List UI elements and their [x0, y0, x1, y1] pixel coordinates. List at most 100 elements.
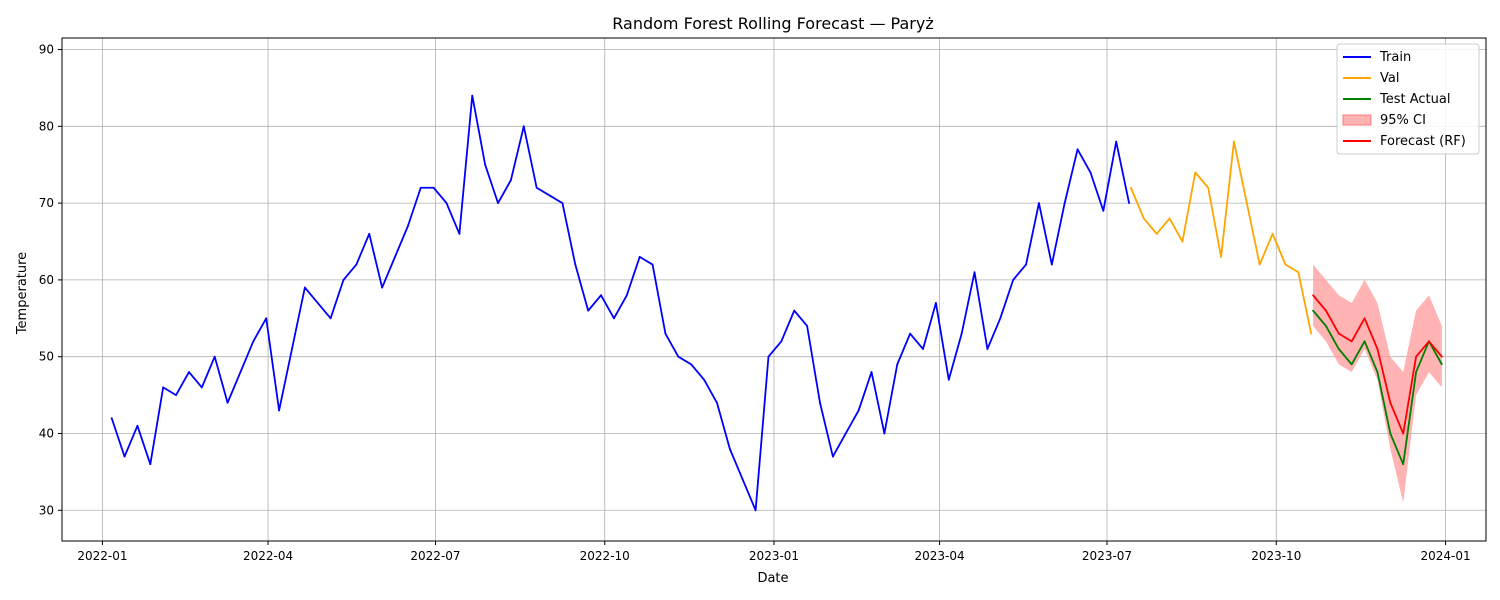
data-point [857, 409, 860, 412]
x-tick-label: 2023-01 [749, 549, 799, 563]
data-point [497, 202, 499, 205]
data-point [973, 271, 976, 274]
data-point [909, 332, 912, 335]
data-point [986, 348, 989, 350]
data-point [406, 225, 409, 228]
data-point [638, 255, 641, 258]
data-point [445, 202, 448, 205]
data-point [110, 417, 113, 420]
data-point [1220, 255, 1222, 258]
data-point [703, 378, 705, 381]
data-point [1063, 202, 1066, 205]
data-point [419, 186, 422, 189]
chart-title: Random Forest Rolling Forecast — Paryż [612, 14, 933, 33]
val-series-line [1130, 140, 1313, 334]
legend: Train Val Test Actual 95% CI Forecast (RF) [1336, 43, 1480, 155]
x-tick-label: 2023-10 [1251, 549, 1301, 563]
data-point [883, 432, 886, 435]
data-point [896, 363, 899, 366]
data-point [1115, 140, 1118, 143]
legend-label: Test Actual [1379, 92, 1450, 107]
data-point [806, 325, 809, 327]
data-point [716, 401, 718, 404]
data-point [1194, 171, 1197, 174]
data-point [1025, 263, 1027, 266]
data-point [1428, 340, 1430, 343]
y-tick-label: 40 [39, 426, 54, 440]
data-point [1181, 240, 1184, 243]
data-point [1376, 371, 1379, 373]
data-point [1258, 263, 1261, 266]
data-point [1155, 232, 1158, 235]
data-point [587, 309, 590, 312]
data-point [1363, 317, 1366, 320]
data-point [252, 340, 255, 343]
data-point [1402, 463, 1405, 466]
data-point [265, 317, 268, 320]
data-point [510, 179, 512, 181]
data-point [1102, 209, 1105, 212]
legend-swatch [1342, 114, 1372, 126]
data-point [1089, 171, 1092, 174]
data-point [728, 447, 731, 450]
data-point [844, 432, 847, 435]
data-point [342, 279, 345, 281]
legend-label: Val [1380, 71, 1399, 86]
data-point [741, 478, 744, 481]
data-point [1350, 363, 1353, 366]
forecast-series-line-group [1312, 294, 1443, 435]
data-point [870, 371, 873, 373]
data-point [213, 355, 216, 358]
data-point [162, 386, 165, 389]
data-point [535, 186, 538, 189]
data-point [239, 371, 242, 373]
data-point [561, 202, 564, 205]
data-point [1245, 202, 1248, 205]
legend-box [1336, 43, 1480, 155]
data-point [600, 294, 602, 297]
data-point [1402, 432, 1405, 435]
x-axis-ticks: 2022-01 2022-04 2022-07 2022-10 2023-01 2023-… [77, 541, 1471, 563]
data-point [1415, 371, 1417, 373]
y-tick-label: 90 [39, 43, 54, 57]
data-point [1128, 202, 1130, 205]
data-point [432, 186, 435, 189]
data-point [1284, 263, 1287, 266]
y-axis-ticks: 30 40 50 60 70 80 90 [39, 43, 62, 517]
data-point [1415, 355, 1417, 358]
data-point [793, 309, 796, 312]
y-tick-label: 70 [39, 196, 54, 210]
data-point [368, 232, 371, 235]
data-point [1233, 140, 1235, 143]
data-point [1050, 263, 1053, 266]
x-tick-label: 2024-01 [1420, 549, 1470, 563]
data-point [149, 463, 152, 466]
data-point [1076, 148, 1079, 151]
series-layer [110, 94, 1443, 512]
train-series-line-group [110, 94, 1130, 512]
data-point [1038, 202, 1040, 205]
confidence-band-layer [1313, 264, 1442, 503]
data-point [831, 455, 834, 458]
test-actual-series-line-group [1312, 309, 1443, 466]
legend-label: Forecast (RF) [1380, 134, 1466, 149]
data-point [960, 332, 963, 335]
y-axis-label: Temperature [15, 252, 30, 335]
x-tick-label: 2022-04 [243, 549, 293, 563]
data-point [767, 355, 770, 358]
data-point [1312, 294, 1314, 297]
data-point [316, 302, 319, 304]
data-point [1012, 279, 1015, 281]
data-point [1271, 232, 1274, 235]
x-tick-label: 2022-01 [77, 549, 127, 563]
x-axis-label: Date [757, 571, 788, 586]
ci-band-95 [1313, 264, 1442, 503]
data-point [394, 255, 396, 258]
data-point [664, 332, 667, 335]
data-point [1376, 348, 1379, 350]
data-point [935, 302, 937, 304]
data-point [123, 455, 126, 458]
x-tick-label: 2022-07 [410, 549, 460, 563]
data-point [471, 94, 474, 97]
